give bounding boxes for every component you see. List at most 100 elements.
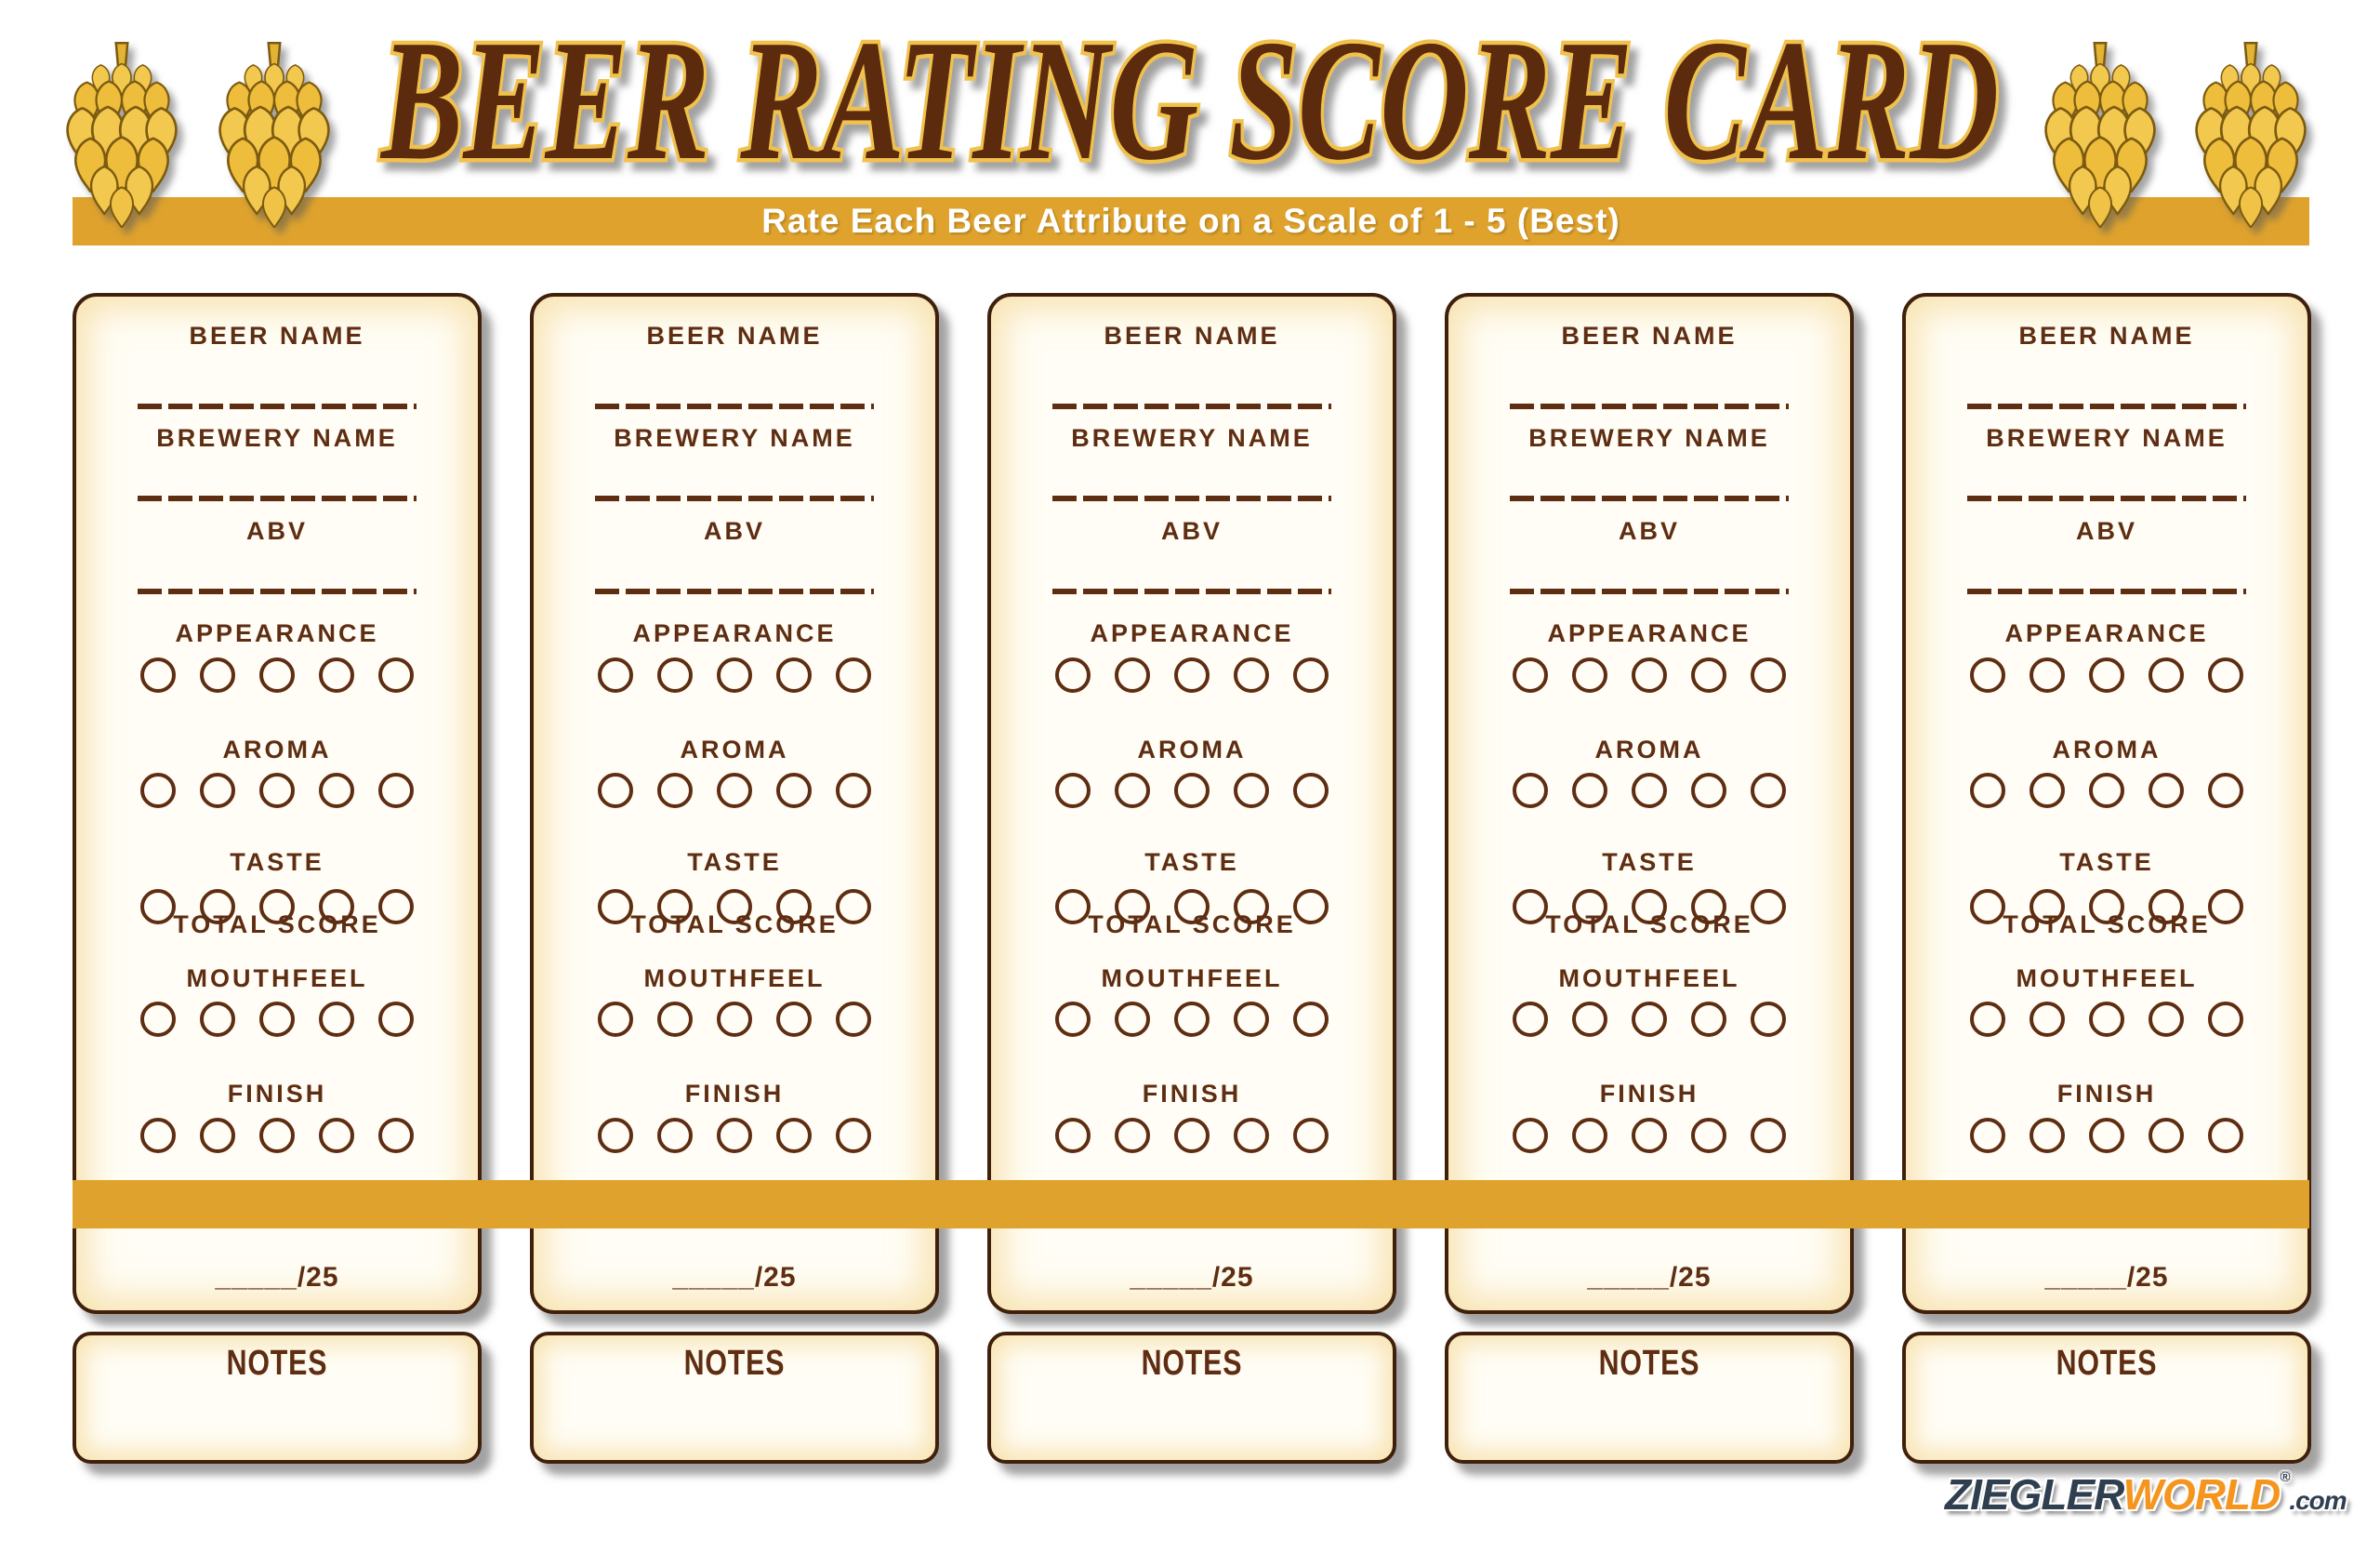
rating-circle-mouthfeel-1[interactable] [1970,1002,2005,1037]
rating-circle-mouthfeel-5[interactable] [2208,1002,2243,1037]
rating-circle-appearance-1[interactable] [140,657,176,693]
rating-circle-mouthfeel-1[interactable] [140,1002,176,1037]
rating-circle-finish-2[interactable] [1115,1118,1150,1153]
rating-circle-aroma-1[interactable] [140,773,176,808]
total-score-value[interactable]: _____/25 [1130,1262,1254,1293]
notes-area[interactable] [541,1384,928,1454]
write-in-line-brewery-name[interactable] [138,496,416,501]
rating-circle-taste-4[interactable] [776,889,812,924]
rating-circle-mouthfeel-5[interactable] [1293,1002,1329,1037]
rating-circle-mouthfeel-2[interactable] [1115,1002,1150,1037]
rating-circle-finish-4[interactable] [319,1118,354,1153]
rating-circle-appearance-4[interactable] [2149,657,2184,693]
total-score-value[interactable]: _____/25 [2044,1262,2169,1293]
rating-circle-mouthfeel-4[interactable] [1234,1002,1269,1037]
rating-circle-appearance-1[interactable] [598,657,633,693]
write-in-line-brewery-name[interactable] [1967,496,2246,501]
rating-circle-aroma-3[interactable] [2089,773,2124,808]
rating-circle-appearance-5[interactable] [1293,657,1329,693]
rating-circle-finish-4[interactable] [2149,1118,2184,1153]
rating-circle-aroma-2[interactable] [200,773,235,808]
rating-circle-appearance-2[interactable] [1115,657,1150,693]
rating-circle-aroma-3[interactable] [259,773,295,808]
write-in-line-brewery-name[interactable] [595,496,874,501]
rating-circle-aroma-1[interactable] [1970,773,2005,808]
rating-circle-aroma-5[interactable] [378,773,414,808]
rating-circle-mouthfeel-2[interactable] [200,1002,235,1037]
rating-circle-taste-3[interactable] [1632,889,1667,924]
rating-circle-taste-1[interactable] [140,889,176,924]
total-score-value[interactable]: _____/25 [1587,1262,1712,1293]
rating-circle-finish-1[interactable] [598,1118,633,1153]
rating-circle-taste-1[interactable] [1513,889,1548,924]
rating-circle-mouthfeel-3[interactable] [717,1002,752,1037]
rating-circle-aroma-1[interactable] [1513,773,1548,808]
rating-circle-appearance-5[interactable] [378,657,414,693]
rating-circle-aroma-2[interactable] [1572,773,1607,808]
rating-circle-taste-3[interactable] [2089,889,2124,924]
rating-circle-mouthfeel-4[interactable] [2149,1002,2184,1037]
rating-circle-aroma-2[interactable] [1115,773,1150,808]
write-in-line-beer-name[interactable] [138,404,416,409]
rating-circle-finish-5[interactable] [1751,1118,1786,1153]
rating-circle-taste-3[interactable] [717,889,752,924]
rating-circle-mouthfeel-3[interactable] [1632,1002,1667,1037]
rating-circle-mouthfeel-1[interactable] [598,1002,633,1037]
rating-circle-aroma-3[interactable] [717,773,752,808]
rating-circle-aroma-5[interactable] [836,773,871,808]
rating-circle-taste-5[interactable] [2208,889,2243,924]
rating-circle-finish-3[interactable] [2089,1118,2124,1153]
write-in-line-beer-name[interactable] [595,404,874,409]
write-in-line-abv[interactable] [138,589,416,594]
rating-circle-taste-2[interactable] [1115,889,1150,924]
rating-circle-aroma-5[interactable] [2208,773,2243,808]
rating-circle-mouthfeel-4[interactable] [319,1002,354,1037]
rating-circle-finish-4[interactable] [776,1118,812,1153]
rating-circle-finish-5[interactable] [378,1118,414,1153]
rating-circle-finish-3[interactable] [1632,1118,1667,1153]
rating-circle-finish-1[interactable] [1055,1118,1091,1153]
rating-circle-appearance-4[interactable] [776,657,812,693]
rating-circle-taste-1[interactable] [1055,889,1091,924]
rating-circle-appearance-3[interactable] [259,657,295,693]
rating-circle-taste-4[interactable] [2149,889,2184,924]
rating-circle-mouthfeel-1[interactable] [1055,1002,1091,1037]
rating-circle-appearance-4[interactable] [1234,657,1269,693]
rating-circle-appearance-5[interactable] [836,657,871,693]
rating-circle-finish-4[interactable] [1691,1118,1726,1153]
rating-circle-aroma-4[interactable] [1234,773,1269,808]
rating-circle-appearance-4[interactable] [1691,657,1726,693]
rating-circle-finish-5[interactable] [1293,1118,1329,1153]
rating-circle-taste-5[interactable] [836,889,871,924]
rating-circle-finish-2[interactable] [200,1118,235,1153]
rating-circle-finish-1[interactable] [1970,1118,2005,1153]
rating-circle-aroma-4[interactable] [319,773,354,808]
rating-circle-taste-3[interactable] [1174,889,1210,924]
rating-circle-taste-4[interactable] [319,889,354,924]
write-in-line-brewery-name[interactable] [1052,496,1331,501]
rating-circle-aroma-3[interactable] [1174,773,1210,808]
rating-circle-aroma-2[interactable] [657,773,693,808]
rating-circle-mouthfeel-4[interactable] [1691,1002,1726,1037]
write-in-line-beer-name[interactable] [1510,404,1789,409]
rating-circle-taste-2[interactable] [2030,889,2065,924]
rating-circle-finish-2[interactable] [1572,1118,1607,1153]
notes-area[interactable] [1913,1384,2300,1454]
rating-circle-mouthfeel-3[interactable] [2089,1002,2124,1037]
rating-circle-appearance-2[interactable] [2030,657,2065,693]
rating-circle-appearance-2[interactable] [657,657,693,693]
rating-circle-mouthfeel-4[interactable] [776,1002,812,1037]
rating-circle-mouthfeel-2[interactable] [657,1002,693,1037]
rating-circle-finish-2[interactable] [2030,1118,2065,1153]
rating-circle-mouthfeel-5[interactable] [378,1002,414,1037]
rating-circle-finish-5[interactable] [2208,1118,2243,1153]
rating-circle-aroma-1[interactable] [598,773,633,808]
rating-circle-taste-5[interactable] [378,889,414,924]
rating-circle-aroma-1[interactable] [1055,773,1091,808]
rating-circle-appearance-2[interactable] [1572,657,1607,693]
write-in-line-brewery-name[interactable] [1510,496,1789,501]
rating-circle-aroma-2[interactable] [2030,773,2065,808]
rating-circle-taste-4[interactable] [1691,889,1726,924]
write-in-line-abv[interactable] [1967,589,2246,594]
rating-circle-appearance-3[interactable] [717,657,752,693]
